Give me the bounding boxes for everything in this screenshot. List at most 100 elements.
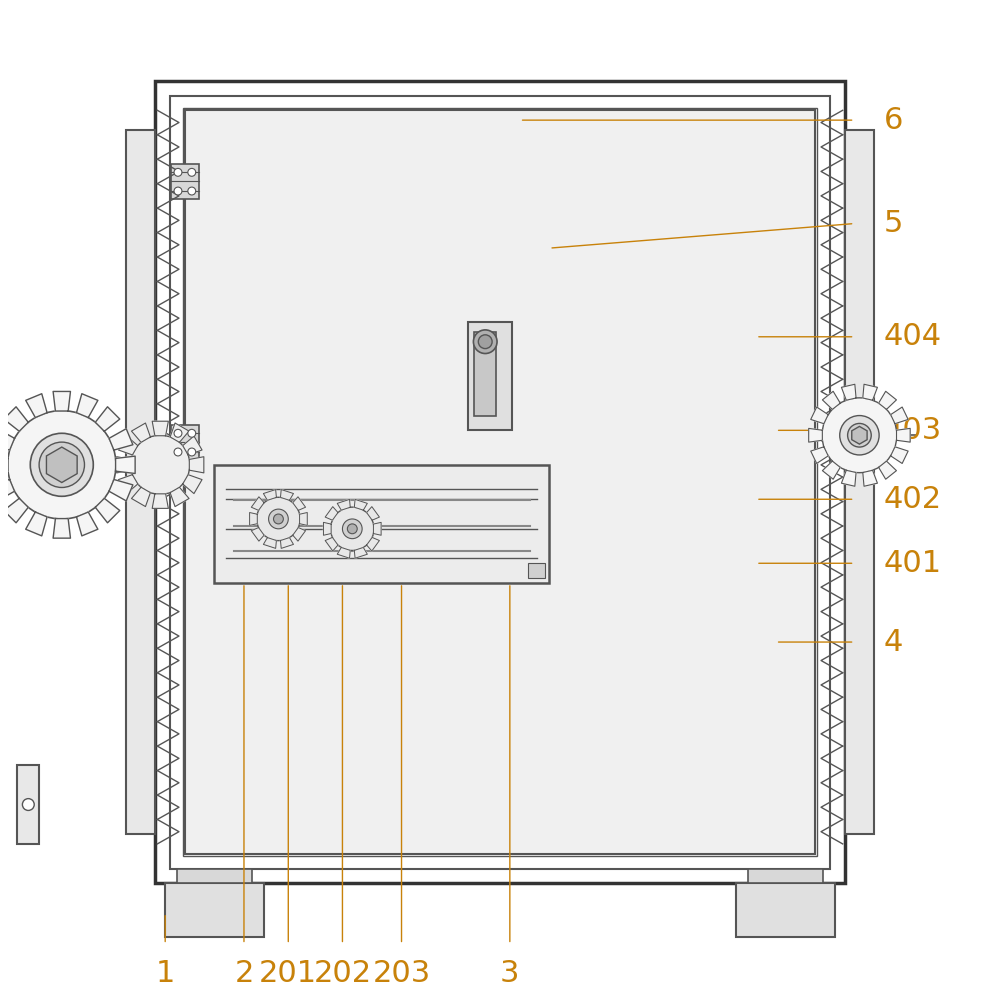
Polygon shape	[46, 447, 77, 482]
Text: 404: 404	[884, 322, 942, 351]
Polygon shape	[109, 479, 133, 501]
Polygon shape	[118, 474, 138, 494]
Polygon shape	[354, 499, 367, 510]
Text: 402: 402	[884, 485, 942, 514]
Polygon shape	[337, 499, 350, 510]
Polygon shape	[4, 498, 28, 523]
Polygon shape	[822, 461, 840, 479]
Circle shape	[257, 497, 300, 541]
Circle shape	[174, 448, 182, 456]
Circle shape	[39, 442, 84, 487]
Polygon shape	[263, 538, 276, 549]
Circle shape	[22, 799, 34, 810]
Polygon shape	[293, 528, 306, 541]
Polygon shape	[280, 538, 293, 549]
Bar	[165, 883, 264, 937]
Text: 401: 401	[884, 549, 942, 577]
Circle shape	[174, 430, 182, 437]
Polygon shape	[131, 487, 150, 507]
Polygon shape	[4, 407, 28, 432]
Bar	[126, 130, 155, 834]
Text: 5: 5	[884, 209, 903, 238]
Bar	[17, 765, 39, 844]
Polygon shape	[117, 456, 131, 473]
Polygon shape	[841, 384, 856, 400]
Circle shape	[188, 187, 196, 195]
Text: 4: 4	[884, 628, 903, 657]
Bar	[155, 80, 845, 883]
Polygon shape	[251, 528, 264, 541]
Polygon shape	[367, 538, 379, 551]
Polygon shape	[300, 513, 307, 526]
Bar	[177, 869, 252, 883]
Polygon shape	[95, 407, 120, 432]
Polygon shape	[323, 523, 331, 536]
Polygon shape	[131, 423, 150, 442]
Circle shape	[174, 187, 182, 195]
Circle shape	[473, 330, 497, 353]
Polygon shape	[325, 538, 338, 551]
Polygon shape	[76, 512, 98, 536]
Bar	[171, 165, 199, 199]
Polygon shape	[0, 456, 8, 473]
Text: 201: 201	[259, 959, 317, 988]
Polygon shape	[811, 446, 828, 463]
Bar	[171, 426, 199, 460]
Circle shape	[822, 398, 897, 472]
Bar	[736, 883, 835, 937]
Text: 203: 203	[372, 959, 431, 988]
Polygon shape	[367, 507, 379, 520]
Polygon shape	[879, 461, 896, 479]
Circle shape	[188, 430, 196, 437]
Circle shape	[174, 169, 182, 177]
Polygon shape	[852, 427, 867, 444]
Polygon shape	[863, 470, 877, 486]
Bar	[748, 869, 823, 883]
Polygon shape	[251, 497, 264, 510]
Polygon shape	[183, 474, 202, 494]
Polygon shape	[250, 513, 257, 526]
Text: 2: 2	[234, 959, 254, 988]
Text: 202: 202	[313, 959, 372, 988]
Circle shape	[478, 335, 492, 348]
Polygon shape	[811, 407, 828, 424]
Text: 403: 403	[884, 416, 942, 444]
Polygon shape	[189, 456, 204, 473]
Polygon shape	[116, 456, 135, 473]
Polygon shape	[183, 436, 202, 455]
Polygon shape	[280, 489, 293, 500]
Bar	[183, 108, 817, 856]
Bar	[468, 322, 512, 431]
Circle shape	[274, 514, 283, 524]
Polygon shape	[53, 519, 70, 538]
Circle shape	[131, 435, 190, 494]
Polygon shape	[170, 487, 189, 507]
Polygon shape	[152, 494, 168, 508]
Polygon shape	[0, 479, 15, 501]
Polygon shape	[373, 523, 381, 536]
Polygon shape	[841, 470, 856, 486]
Polygon shape	[891, 446, 908, 463]
Circle shape	[188, 169, 196, 177]
Bar	[170, 95, 830, 869]
Polygon shape	[863, 384, 877, 400]
Circle shape	[331, 507, 374, 551]
Bar	[185, 110, 815, 854]
Polygon shape	[76, 394, 98, 418]
Polygon shape	[263, 489, 276, 500]
Text: 3: 3	[500, 959, 520, 988]
Circle shape	[269, 509, 288, 529]
Polygon shape	[354, 548, 367, 558]
Polygon shape	[95, 498, 120, 523]
Polygon shape	[879, 391, 896, 410]
Circle shape	[848, 424, 871, 447]
Bar	[214, 465, 549, 583]
Polygon shape	[152, 422, 168, 435]
Polygon shape	[822, 391, 840, 410]
Polygon shape	[26, 512, 47, 536]
Circle shape	[840, 416, 879, 455]
Circle shape	[8, 411, 116, 519]
Circle shape	[188, 448, 196, 456]
Polygon shape	[293, 497, 306, 510]
Polygon shape	[109, 429, 133, 450]
